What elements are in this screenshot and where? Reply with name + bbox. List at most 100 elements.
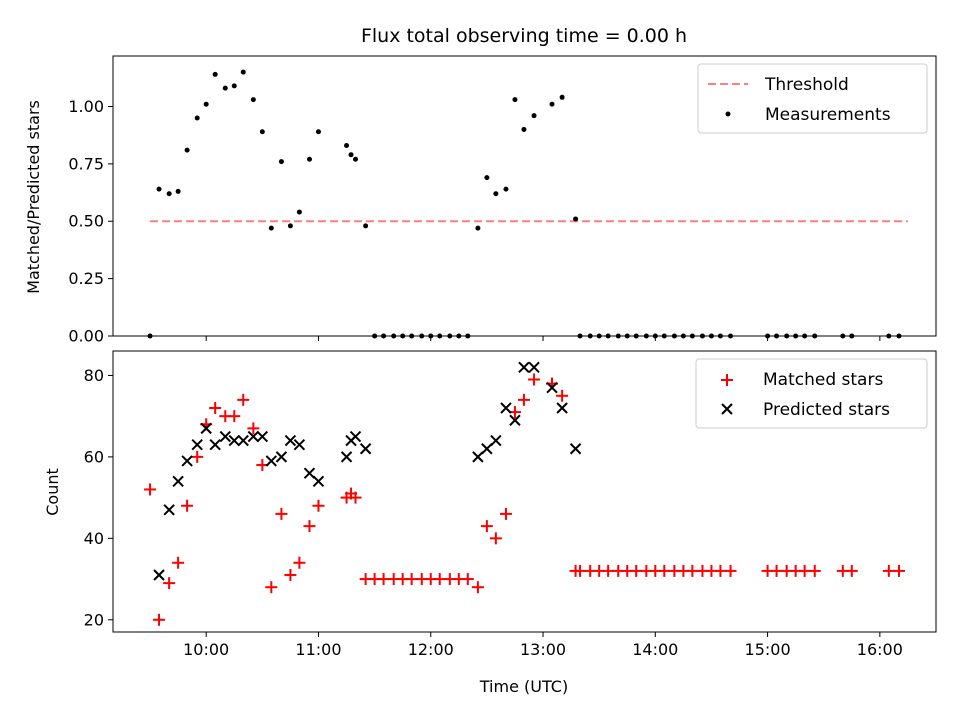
measurement-point [549,101,555,107]
measurement-point [348,152,354,158]
predicted-stars-point [293,438,306,451]
legend-threshold-label: Threshold [764,75,849,95]
predicted-stars-point [191,438,203,451]
bottom-axis-ticks: 20 40 60 80 10:00 11:00 12:00 13:00 14:00 15:00 16… [84,366,903,659]
top-y-tick-label-3: 0.75 [68,154,104,173]
measurement-point [240,69,246,75]
top-y-axis-label: Matched/Predicted stars [24,100,43,294]
predicted-stars-point [490,434,502,447]
measurement-point [363,223,369,229]
matched-stars-point [489,532,502,545]
top-y-tick-label-1: 0.25 [68,269,104,288]
measurement-point [521,126,527,132]
matched-stars-point [153,613,166,626]
predicted-stars-point [518,361,530,373]
matched-stars-point [461,573,474,586]
matched-stars-point [237,393,250,406]
bottom-x-axis-label: Time (UTC) [479,677,568,696]
predicted-stars-point [181,455,193,467]
predicted-stars-point [569,443,582,455]
measurement-point [573,216,579,222]
measurement-point [175,188,181,194]
bottom-y-tick-label-1: 40 [84,529,104,548]
matched-stars-point [405,573,418,586]
matched-stars-point [191,450,204,463]
predicted-stars-point [500,402,512,414]
measurement-point [531,113,537,119]
matched-stars-point [247,422,260,435]
matched-stars-point [499,507,512,520]
measurement-point [156,186,162,192]
matched-stars-point [293,556,306,569]
bottom-panel: 20 40 60 80 10:00 11:00 12:00 13:00 14:00 15:00 16… [43,350,937,696]
measurement-point [278,159,284,165]
matched-stars-point [882,564,895,577]
bottom-axes-frame [112,350,937,633]
top-axes-frame [112,55,937,337]
legend-matched-label: Matched stars [763,370,883,390]
predicted-stars-point [359,443,372,455]
legend-matched-swatch [721,374,733,386]
top-y-tick-label-2: 0.50 [68,212,104,231]
bottom-y-axis-label: Count [43,468,62,516]
matched-stars-point [209,402,222,415]
matched-stars-point [265,581,278,594]
legend-measurements-label: Measurements [765,105,891,125]
top-axis-ticks: 0.00 0.25 0.50 0.75 1.00 [68,97,881,346]
measurement-point [484,175,490,181]
predicted-stars-point [509,414,521,426]
measurement-point [287,223,293,229]
matched-stars-point [471,581,484,594]
matched-stars-point [630,564,643,577]
matched-stars-point [686,564,699,577]
predicted-stars-point [209,438,221,451]
matched-stars-point [714,564,727,577]
top-y-tick-label-4: 1.00 [68,97,104,116]
predicted-stars-point [349,430,362,443]
matched-stars-point [228,410,241,423]
predicted-stars-point [472,451,484,463]
matched-stars-point [377,573,390,586]
matched-stars-point [163,577,176,590]
predicted-stars-point [340,451,353,463]
measurement-point [493,191,499,197]
top-legend-box [697,63,928,134]
predicted-stars-point [237,434,249,447]
matched-stars-point [181,499,194,512]
measurement-point [222,85,228,91]
predicted-stars-point [546,381,558,394]
measurement-point [259,129,265,135]
top-y-tick-label-0: 0.00 [68,327,104,346]
predicted-stars-point [219,430,231,443]
matched-stars-point [349,491,362,504]
predicted-stars-point [528,361,540,373]
matched-stars-point [892,564,905,577]
bottom-x-tick-label-2: 12:00 [408,640,454,659]
matched-stars-point [845,564,858,577]
predicted-stars-point [265,455,278,467]
measurement-point [353,156,359,162]
legend-predicted-swatch [721,403,733,415]
matched-stars-point [172,556,185,569]
measurement-point [268,225,274,231]
matched-stars-point [275,507,288,520]
predicted-stars-point [153,569,165,581]
measurement-point [475,225,481,231]
matched-stars-point [433,573,446,586]
predicted-stars-point [312,475,325,488]
bottom-y-tick-label-2: 60 [84,447,104,466]
matched-stars-point [556,389,569,402]
matched-stars-point [770,564,783,577]
predicted-stars-point [172,475,184,488]
legend-measurements-swatch [725,111,731,117]
predicted-stars-point [200,422,212,435]
measurement-point [194,115,200,121]
predicted-stars-point [163,504,175,516]
predicted-stars-point [303,467,316,479]
predicted-stars-point [228,434,240,447]
measurement-point [559,94,565,100]
measurement-point [315,129,321,135]
bottom-x-tick-label-1: 11:00 [295,640,341,659]
bottom-x-tick-label-6: 16:00 [857,640,903,659]
